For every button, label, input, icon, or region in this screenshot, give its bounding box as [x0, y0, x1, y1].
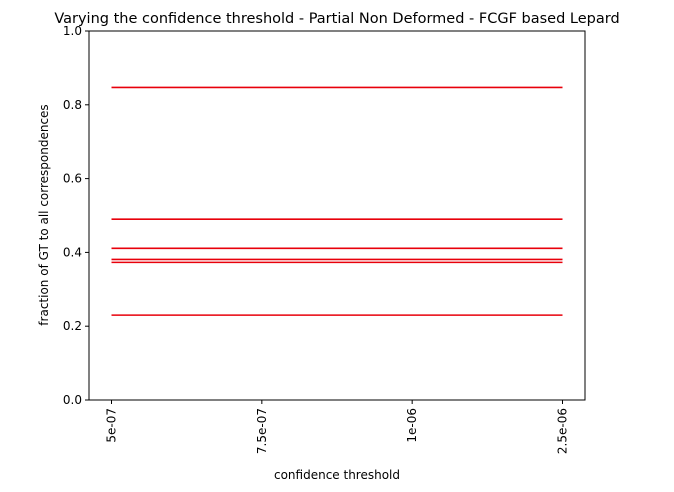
series-layer [111, 86, 563, 316]
y-tick-label: 0.8 [63, 98, 82, 112]
x-tick-label: 7.5e-07 [255, 408, 269, 454]
y-tick-label: 0.6 [63, 172, 82, 186]
y-axis: 0.0 0.2 0.4 0.6 0.8 1.0 [63, 24, 89, 407]
chart-title: Varying the confidence threshold - Parti… [54, 11, 619, 27]
x-axis: 5e-07 7.5e-07 1e-06 2.5e-06 [105, 400, 570, 454]
plot-area [88, 30, 586, 401]
x-tick-label: 1e-06 [405, 408, 419, 443]
y-tick-label: 0.0 [63, 393, 82, 407]
x-tick-label: 2.5e-06 [556, 408, 570, 454]
y-tick-label: 1.0 [63, 24, 82, 38]
y-tick-label: 0.2 [63, 319, 82, 333]
x-axis-label: confidence threshold [274, 468, 400, 482]
y-axis-label: fraction of GT to all correspondences [37, 104, 51, 325]
x-tick-label: 5e-07 [105, 408, 119, 443]
y-tick-label: 0.4 [63, 245, 82, 259]
